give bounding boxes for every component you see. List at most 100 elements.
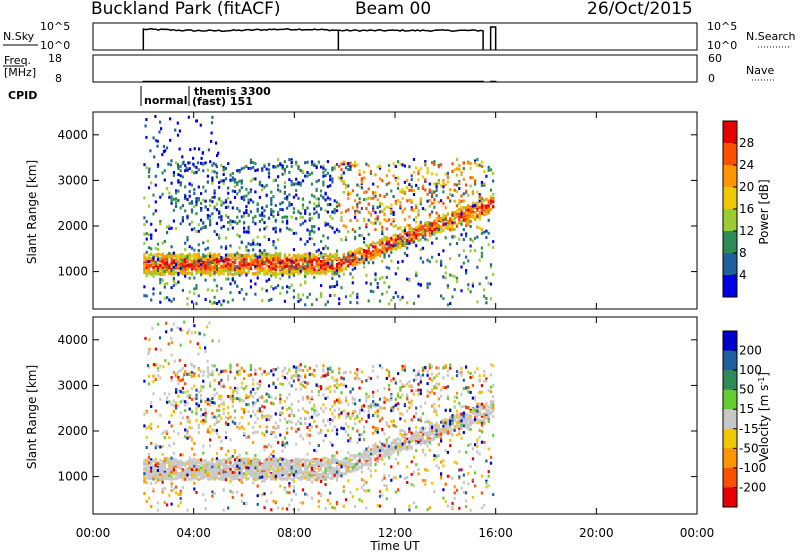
heatmap-cell <box>420 200 422 203</box>
heatmap-cell <box>492 193 494 196</box>
heatmap-cell <box>195 491 197 494</box>
heatmap-cell <box>411 185 413 188</box>
heatmap-cell <box>171 403 173 406</box>
heatmap-cell <box>361 186 363 189</box>
heatmap-cell <box>415 237 417 240</box>
heatmap-cell <box>277 258 279 261</box>
heatmap-cell <box>345 226 347 229</box>
heatmap-cell <box>445 225 447 228</box>
heatmap-cell <box>175 402 177 405</box>
heatmap-cell <box>162 172 164 175</box>
heatmap-cell <box>338 204 340 207</box>
heatmap-cell <box>447 220 449 223</box>
heatmap-cell <box>282 286 284 289</box>
heatmap-cell <box>291 272 293 275</box>
heatmap-cell <box>245 205 247 208</box>
heatmap-cell <box>169 117 171 120</box>
heatmap-cell <box>150 271 152 274</box>
heatmap-cell <box>440 184 442 187</box>
heatmap-cell <box>192 157 194 160</box>
heatmap-cell <box>282 201 284 204</box>
heatmap-cell <box>229 438 231 441</box>
heatmap-cell <box>467 283 469 286</box>
heatmap-cell <box>458 218 460 221</box>
heatmap-cell <box>320 292 322 295</box>
heatmap-cell <box>275 368 277 371</box>
heatmap-cell <box>272 195 274 198</box>
heatmap-cell <box>402 191 404 194</box>
heatmap-cell <box>234 281 236 284</box>
heatmap-cell <box>227 254 229 257</box>
heatmap-cell <box>272 467 274 470</box>
heatmap-cell <box>171 262 173 265</box>
heatmap-cell <box>404 237 406 240</box>
heatmap-cell <box>336 263 338 266</box>
heatmap-cell <box>309 213 311 216</box>
heatmap-cell <box>148 171 150 174</box>
heatmap-cell <box>368 197 370 200</box>
heatmap-cell <box>143 196 145 199</box>
heatmap-cell <box>184 400 186 403</box>
heatmap-cell <box>282 264 284 267</box>
heatmap-cell <box>279 463 281 466</box>
heatmap-cell <box>393 239 395 242</box>
heatmap-cell <box>472 216 474 219</box>
heatmap-cell <box>225 201 227 204</box>
heatmap-cell <box>234 422 236 425</box>
power-heatmap <box>143 115 494 306</box>
heatmap-cell <box>202 163 204 166</box>
heatmap-cell <box>143 476 145 479</box>
heatmap-cell <box>236 269 238 272</box>
colorbar-tick-label: 12 <box>739 224 754 238</box>
heatmap-cell <box>236 222 238 225</box>
heatmap-cell <box>207 477 209 480</box>
heatmap-cell <box>148 469 150 472</box>
heatmap-cell <box>214 189 216 192</box>
heatmap-cell <box>481 252 483 255</box>
heatmap-cell <box>363 250 365 253</box>
heatmap-cell <box>170 163 172 166</box>
heatmap-cell <box>334 199 336 202</box>
heatmap-cell <box>277 188 279 191</box>
heatmap-cell <box>177 273 179 276</box>
heatmap-cell <box>191 387 193 390</box>
heatmap-cell <box>476 225 478 228</box>
heatmap-cell <box>175 254 177 257</box>
heatmap-cell <box>150 264 152 267</box>
heatmap-cell <box>164 179 166 182</box>
heatmap-cell <box>474 237 476 240</box>
heatmap-cell <box>159 264 161 267</box>
heatmap-cell <box>263 448 265 451</box>
heatmap-cell <box>327 247 329 250</box>
heatmap-cell <box>152 380 154 383</box>
heatmap-cell <box>193 482 195 485</box>
heatmap-cell <box>148 260 150 263</box>
heatmap-cell <box>302 198 304 201</box>
heatmap-cell <box>155 468 157 471</box>
heatmap-cell <box>180 174 182 177</box>
heatmap-cell <box>311 172 313 175</box>
heatmap-cell <box>209 402 211 405</box>
heatmap-cell <box>189 467 191 470</box>
heatmap-cell <box>381 210 383 213</box>
heatmap-cell <box>162 469 164 472</box>
heatmap-cell <box>248 477 250 480</box>
heatmap-cell <box>186 395 188 398</box>
heatmap-cell <box>284 215 286 218</box>
heatmap-cell <box>214 416 216 419</box>
heatmap-cell <box>304 243 306 246</box>
heatmap-cell <box>200 192 202 195</box>
heatmap-cell <box>449 257 451 260</box>
heatmap-cell <box>157 263 159 266</box>
heatmap-cell <box>352 256 354 259</box>
heatmap-cell <box>198 426 200 429</box>
heatmap-cell <box>336 250 338 253</box>
heatmap-cell <box>282 444 284 447</box>
heatmap-cell <box>456 190 458 193</box>
heatmap-cell <box>266 184 268 187</box>
heatmap-cell <box>148 465 150 468</box>
heatmap-cell <box>209 219 211 222</box>
heatmap-cell <box>207 398 209 401</box>
heatmap-cell <box>454 288 456 291</box>
heatmap-cell <box>293 211 295 214</box>
